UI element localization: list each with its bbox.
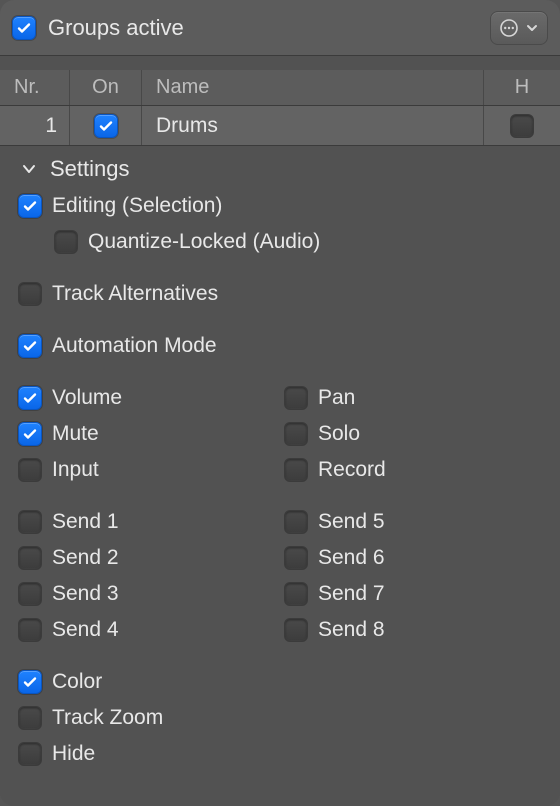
send8-row: Send 8 (284, 612, 550, 648)
solo-label: Solo (318, 422, 360, 446)
editing-checkbox[interactable] (18, 194, 42, 218)
cell-h (484, 106, 560, 145)
volume-row: Volume (18, 380, 284, 416)
cell-name[interactable]: Drums (142, 106, 484, 145)
automation-mode-row: Automation Mode (10, 328, 550, 364)
send5-checkbox[interactable] (284, 510, 308, 534)
groups-panel: Groups active Nr. On Name H 1 Drums (0, 0, 560, 806)
track-zoom-label: Track Zoom (52, 706, 163, 730)
input-checkbox[interactable] (18, 458, 42, 482)
send8-label: Send 8 (318, 618, 385, 642)
send5-label: Send 5 (318, 510, 385, 534)
table-row[interactable]: 1 Drums (0, 106, 560, 146)
mute-checkbox[interactable] (18, 422, 42, 446)
topbar-title: Groups active (48, 15, 478, 41)
settings-title: Settings (50, 156, 130, 182)
color-checkbox[interactable] (18, 670, 42, 694)
send7-checkbox[interactable] (284, 582, 308, 606)
editing-row: Editing (Selection) (10, 188, 550, 224)
send7-label: Send 7 (318, 582, 385, 606)
track-zoom-row: Track Zoom (10, 700, 550, 736)
cell-on (70, 106, 142, 145)
track-zoom-checkbox[interactable] (18, 706, 42, 730)
automation-mode-label: Automation Mode (52, 334, 217, 358)
settings-disclosure-row[interactable]: Settings (16, 156, 550, 182)
track-alternatives-label: Track Alternatives (52, 282, 218, 306)
solo-row: Solo (284, 416, 550, 452)
solo-checkbox[interactable] (284, 422, 308, 446)
track-alternatives-checkbox[interactable] (18, 282, 42, 306)
col-header-on[interactable]: On (70, 70, 142, 105)
input-label: Input (52, 458, 99, 482)
col-header-h[interactable]: H (484, 70, 560, 105)
automation-mode-checkbox[interactable] (18, 334, 42, 358)
pan-row: Pan (284, 380, 550, 416)
send6-row: Send 6 (284, 540, 550, 576)
sends-grid: Send 1 Send 2 Send 3 Send 4 Se (10, 504, 550, 648)
mute-row: Mute (18, 416, 284, 452)
mute-label: Mute (52, 422, 99, 446)
col-header-name[interactable]: Name (142, 70, 484, 105)
send3-checkbox[interactable] (18, 582, 42, 606)
cell-nr: 1 (0, 106, 70, 145)
pan-checkbox[interactable] (284, 386, 308, 410)
chevron-down-icon (16, 156, 42, 182)
send3-label: Send 3 (52, 582, 119, 606)
record-row: Record (284, 452, 550, 488)
volume-checkbox[interactable] (18, 386, 42, 410)
send2-checkbox[interactable] (18, 546, 42, 570)
record-label: Record (318, 458, 386, 482)
groups-active-checkbox[interactable] (12, 16, 36, 40)
send3-row: Send 3 (18, 576, 284, 612)
topbar: Groups active (0, 0, 560, 56)
send1-label: Send 1 (52, 510, 119, 534)
color-label: Color (52, 670, 102, 694)
col-header-nr[interactable]: Nr. (0, 70, 70, 105)
io-grid: Volume Mute Input Pan Solo (10, 380, 550, 488)
hide-label: Hide (52, 742, 95, 766)
volume-label: Volume (52, 386, 122, 410)
send2-label: Send 2 (52, 546, 119, 570)
track-alternatives-row: Track Alternatives (10, 276, 550, 312)
send5-row: Send 5 (284, 504, 550, 540)
quantize-locked-label: Quantize-Locked (Audio) (88, 230, 320, 254)
panel-menu-button[interactable] (490, 11, 548, 45)
send4-checkbox[interactable] (18, 618, 42, 642)
send6-label: Send 6 (318, 546, 385, 570)
send7-row: Send 7 (284, 576, 550, 612)
hide-checkbox[interactable] (18, 742, 42, 766)
quantize-locked-checkbox[interactable] (54, 230, 78, 254)
input-row: Input (18, 452, 284, 488)
send8-checkbox[interactable] (284, 618, 308, 642)
send2-row: Send 2 (18, 540, 284, 576)
ellipsis-circle-icon (499, 18, 519, 38)
hide-row: Hide (10, 736, 550, 772)
color-row: Color (10, 664, 550, 700)
pan-label: Pan (318, 386, 355, 410)
table-header: Nr. On Name H (0, 56, 560, 106)
row-on-checkbox[interactable] (94, 114, 118, 138)
send4-row: Send 4 (18, 612, 284, 648)
send1-checkbox[interactable] (18, 510, 42, 534)
editing-label: Editing (Selection) (52, 194, 222, 218)
send1-row: Send 1 (18, 504, 284, 540)
send6-checkbox[interactable] (284, 546, 308, 570)
send4-label: Send 4 (52, 618, 119, 642)
settings-body: Settings Editing (Selection) Quantize-Lo… (0, 146, 560, 806)
record-checkbox[interactable] (284, 458, 308, 482)
quantize-locked-row: Quantize-Locked (Audio) (10, 224, 550, 260)
chevron-down-icon (525, 21, 539, 35)
row-h-checkbox[interactable] (510, 114, 534, 138)
